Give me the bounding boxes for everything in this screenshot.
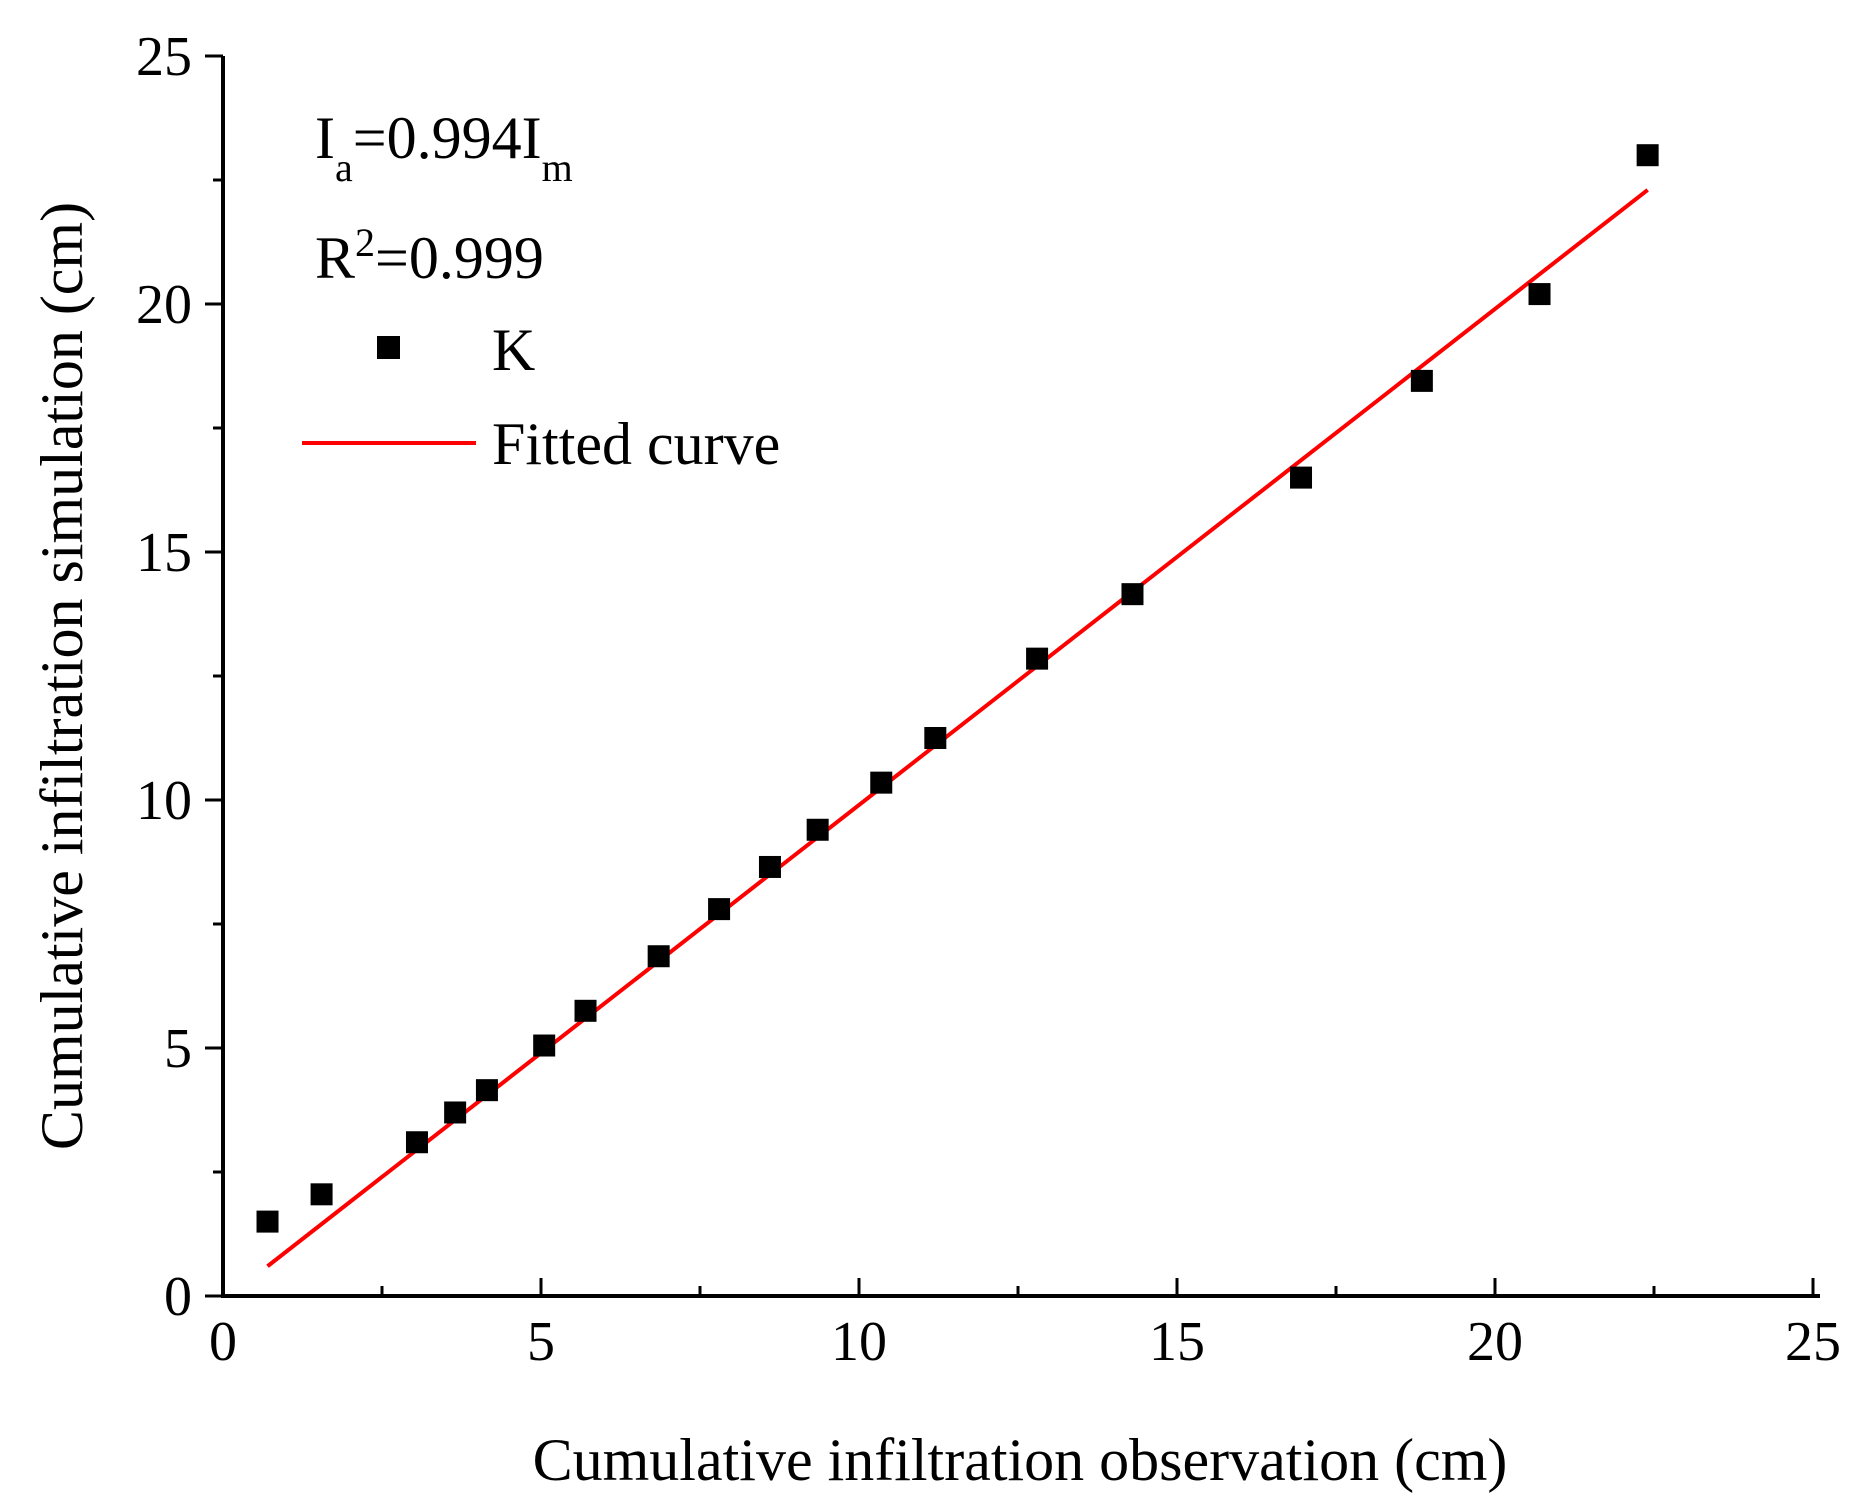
data-point (405, 1131, 428, 1154)
y-tick-label: 15 (136, 522, 192, 584)
data-point (870, 771, 893, 794)
y-tick-label: 5 (164, 1018, 192, 1080)
data-point (574, 999, 597, 1022)
x-tick-label: 5 (527, 1311, 555, 1373)
data-point (1636, 144, 1659, 167)
data-point (1026, 647, 1049, 670)
x-axis-title: Cumulative infiltration observation (cm) (533, 1427, 1508, 1493)
x-tick-label: 10 (831, 1311, 887, 1373)
legend-label-fitted: Fitted curve (492, 411, 780, 477)
data-point (256, 1210, 279, 1233)
equation-base-i: I (315, 105, 335, 171)
r-squared-value: =0.999 (375, 225, 544, 291)
data-points-group (256, 144, 1659, 1233)
data-point (1290, 466, 1313, 489)
x-tick-label: 20 (1467, 1311, 1523, 1373)
data-point (310, 1183, 333, 1206)
data-point (1410, 369, 1433, 392)
equation-sub-a: a (335, 145, 353, 190)
x-tick-label: 25 (1785, 1311, 1841, 1373)
tick-labels-group: 0 5 10 15 20 25 0 5 10 15 20 25 (136, 26, 1841, 1373)
r-squared-sup: 2 (355, 220, 375, 265)
equation-sub-m: m (542, 145, 573, 190)
data-point (533, 1034, 556, 1057)
legend-marker-k (377, 336, 400, 359)
x-tick-label: 0 (209, 1311, 237, 1373)
data-point (708, 898, 731, 921)
data-point (647, 945, 670, 968)
r-squared-base: R (315, 225, 355, 291)
data-point (806, 818, 829, 841)
y-tick-label: 0 (164, 1266, 192, 1328)
data-point (758, 855, 781, 878)
y-axis-title: Cumulative infiltration simulation (cm) (29, 202, 95, 1150)
data-point (1528, 283, 1551, 306)
data-point (475, 1079, 498, 1102)
x-tick-label: 15 (1149, 1311, 1205, 1373)
r-squared-annotation: R2=0.999 (315, 220, 544, 292)
y-tick-label: 25 (136, 26, 192, 88)
y-tick-label: 20 (136, 274, 192, 336)
equation-annotation: Ia=0.994Im (315, 105, 573, 190)
data-point (1121, 583, 1144, 606)
y-tick-label: 10 (136, 770, 192, 832)
ticks-group (205, 54, 1815, 1298)
legend-label-k: K (492, 317, 535, 383)
data-point (444, 1101, 467, 1124)
legend: K Fitted curve (302, 317, 780, 477)
data-point (924, 727, 947, 749)
equation-middle: =0.994I (353, 105, 542, 171)
